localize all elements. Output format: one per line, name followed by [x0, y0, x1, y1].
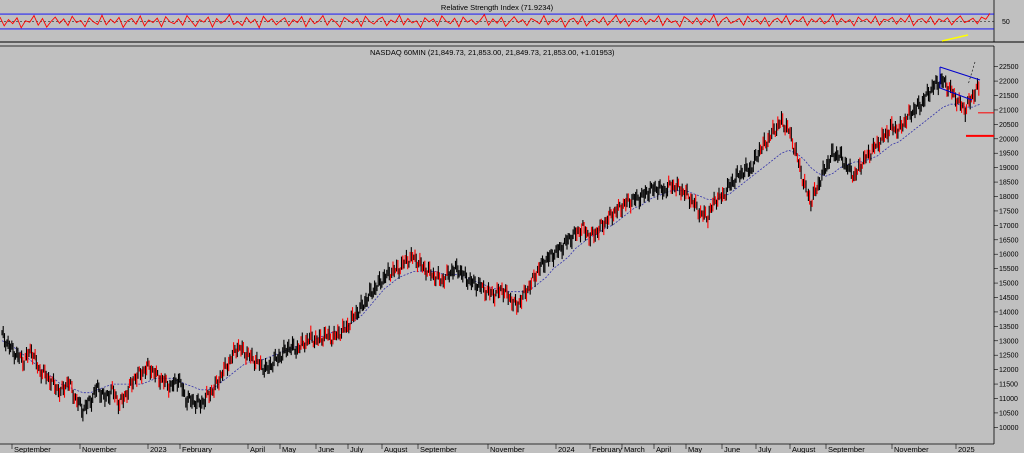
date-tick-label: March — [624, 445, 645, 453]
price-tick-label: 13500 — [999, 324, 1019, 331]
price-tick-label: 16000 — [999, 252, 1019, 259]
rsi-title: Relative Strength Index (71.9234) — [441, 3, 554, 12]
date-tick-label: November — [82, 445, 117, 453]
price-tick-label: 20500 — [999, 122, 1019, 129]
price-tick-label: 19500 — [999, 151, 1019, 158]
moving-average-line — [1, 103, 981, 394]
date-tick-label: September — [14, 445, 51, 453]
date-tick-label: August — [384, 445, 408, 453]
price-channel — [939, 61, 981, 101]
price-tick-label: 21000 — [999, 107, 1019, 114]
rsi-axis-ticks: 50 — [1002, 19, 1010, 26]
breakout-dashed-line — [967, 61, 976, 86]
price-tick-label: 11500 — [999, 382, 1018, 389]
price-tick-label: 10500 — [999, 410, 1019, 417]
price-tick-label: 11000 — [999, 396, 1018, 403]
date-tick-label: April — [656, 445, 671, 453]
price-title: NASDAQ 60MIN (21,849.73, 21,853.00, 21,8… — [370, 48, 615, 57]
date-tick-label: November — [490, 445, 525, 453]
price-tick-label: 17000 — [999, 223, 1019, 230]
date-tick-label: 2023 — [150, 445, 167, 453]
date-tick-label: May — [688, 445, 702, 453]
date-tick-label: September — [420, 445, 457, 453]
rsi-panel: Relative Strength Index (71.9234) 50 — [0, 0, 1024, 43]
date-tick-label: February — [182, 445, 212, 453]
price-tick-label: 18000 — [999, 194, 1019, 201]
rsi-reference-bands — [0, 13, 994, 30]
price-tick-label: 14000 — [999, 309, 1019, 316]
date-tick-label: 2024 — [558, 445, 575, 453]
date-tick-label: June — [318, 445, 334, 453]
price-tick-label: 13000 — [999, 338, 1019, 345]
date-tick-label: April — [250, 445, 265, 453]
price-tick-label: 22500 — [999, 64, 1019, 71]
rsi-line — [0, 13, 991, 29]
rsi-panel-bg — [0, 0, 1024, 42]
price-tick-label: 19000 — [999, 165, 1019, 172]
date-tick-label: 2025 — [958, 445, 975, 453]
price-bars — [1, 73, 980, 422]
date-tick-label: June — [724, 445, 740, 453]
channel-upper-line — [939, 66, 981, 81]
price-tick-label: 12000 — [999, 367, 1019, 374]
price-axis-ticks: 10000 10500 11000 11500 12000 12500 13000 13500… — [994, 64, 1019, 432]
price-tick-label: 12500 — [999, 353, 1019, 360]
rsi-yellow-trendline — [941, 34, 969, 42]
date-axis-ticks: September November 2023 February April May Jun… — [11, 444, 975, 453]
price-tick-label: 20000 — [999, 136, 1019, 143]
date-tick-label: July — [758, 445, 772, 453]
price-tick-label: 14500 — [999, 295, 1019, 302]
date-tick-label: February — [592, 445, 622, 453]
price-tick-label: 17500 — [999, 208, 1019, 215]
chart-annotations — [966, 112, 994, 137]
price-tick-label: 15500 — [999, 266, 1019, 273]
date-tick-label: July — [350, 445, 364, 453]
price-tick-label: 10000 — [999, 425, 1019, 432]
rsi-tick-label: 50 — [1002, 19, 1010, 26]
date-tick-label: May — [282, 445, 296, 453]
price-tick-label: 21500 — [999, 93, 1019, 100]
date-tick-label: August — [792, 445, 816, 453]
price-panel: NASDAQ 60MIN (21,849.73, 21,853.00, 21,8… — [0, 45, 1019, 453]
channel-lower-line — [939, 87, 973, 101]
price-tick-label: 18500 — [999, 180, 1019, 187]
date-tick-label: September — [828, 445, 865, 453]
price-tick-label: 22000 — [999, 79, 1019, 86]
date-tick-label: November — [894, 445, 929, 453]
price-tick-label: 15000 — [999, 281, 1019, 288]
price-tick-label: 16500 — [999, 237, 1019, 244]
